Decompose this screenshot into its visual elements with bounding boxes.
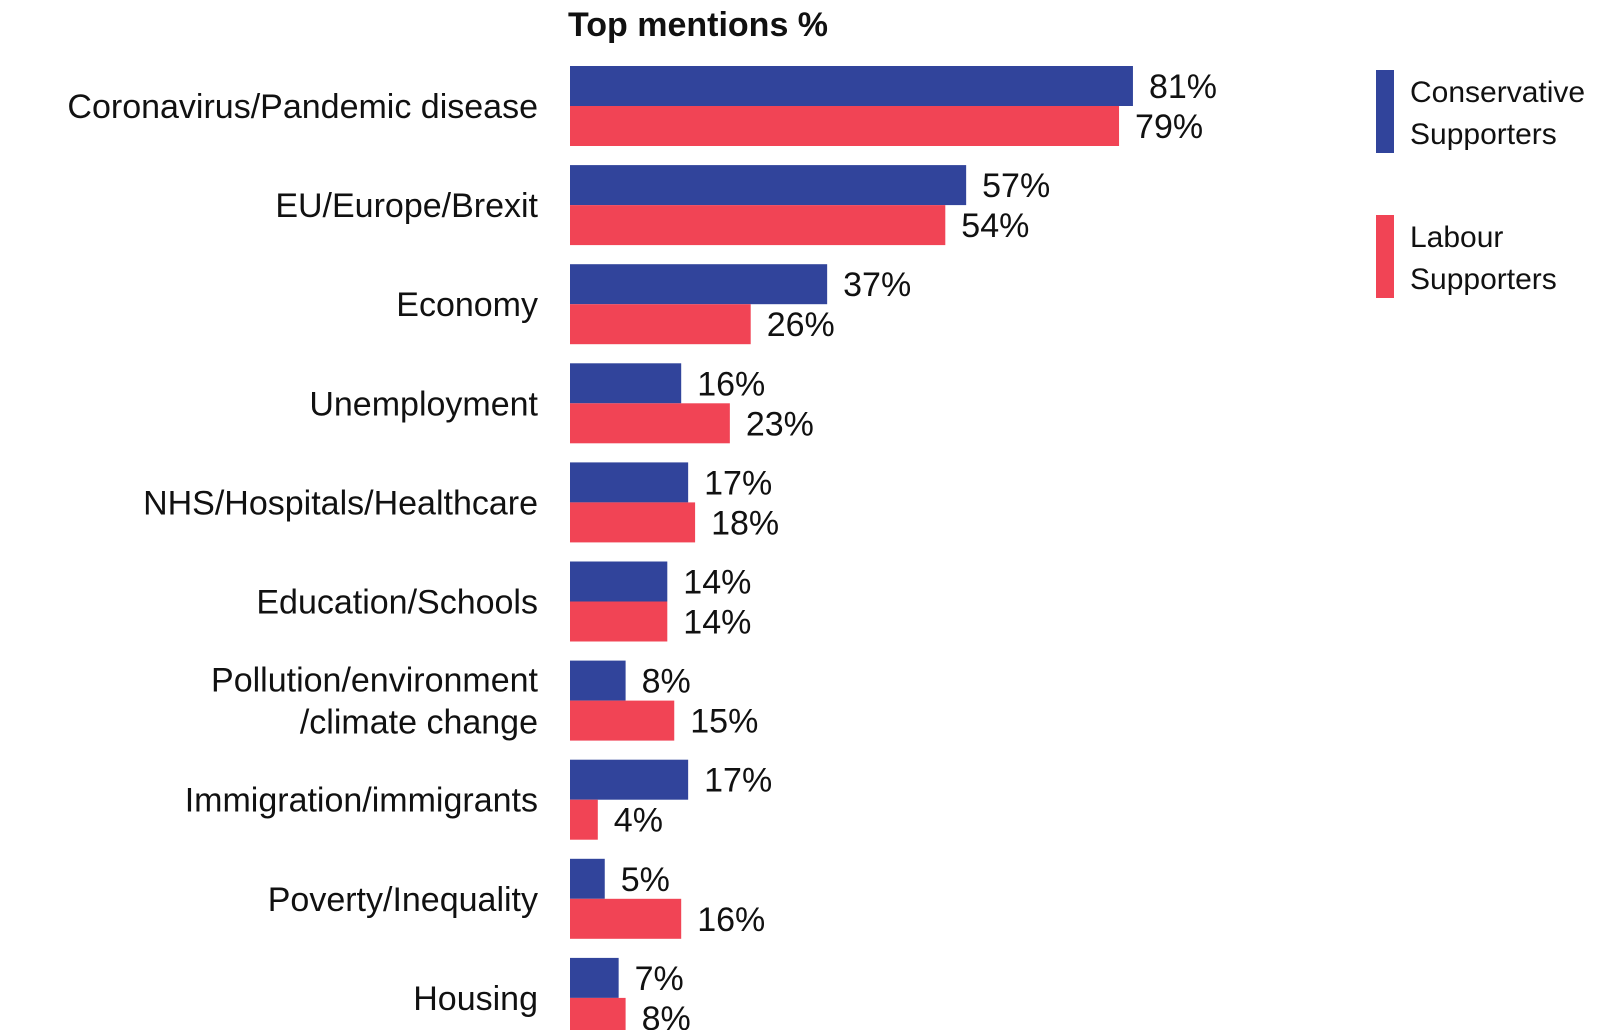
value-label: 16% (697, 365, 765, 403)
value-label: 7% (635, 960, 684, 998)
legend-swatch (1376, 215, 1394, 298)
value-label: 79% (1135, 108, 1203, 146)
legend-label: Supporters (1410, 263, 1557, 296)
bars-layer: Coronavirus/Pandemic disease 81%79% EU/Eur… (67, 66, 1217, 1030)
value-label: 37% (843, 266, 911, 304)
bar-conservative (570, 363, 682, 404)
bar-labour (570, 997, 626, 1030)
value-label: 8% (642, 663, 691, 701)
category-label: Immigration/immigrants (185, 782, 538, 820)
value-label: 16% (697, 901, 765, 939)
bar-labour (570, 403, 730, 444)
bar-conservative (570, 165, 967, 206)
value-label: 17% (704, 464, 772, 502)
value-label: 14% (683, 604, 751, 642)
value-label: 81% (1149, 68, 1217, 106)
bar-conservative (570, 858, 605, 899)
bar-conservative (570, 957, 619, 998)
value-label: 26% (767, 306, 835, 344)
value-label: 5% (621, 861, 670, 899)
category-label: /climate change (300, 704, 538, 742)
bar-labour (570, 898, 682, 939)
value-label: 17% (704, 762, 772, 800)
category-label: Unemployment (309, 385, 538, 423)
legend: Conservative Supporters Labour Supporters (1376, 70, 1585, 298)
legend-swatch (1376, 70, 1394, 153)
category-label: NHS/Hospitals/Healthcare (143, 484, 538, 522)
chart-title: Top mentions % (568, 6, 828, 44)
category-label: Education/Schools (256, 584, 538, 622)
legend-label: Supporters (1410, 118, 1557, 151)
bar-conservative (570, 462, 689, 503)
category-label: EU/Europe/Brexit (275, 187, 538, 225)
legend-label: Conservative (1410, 76, 1585, 109)
category-label: Economy (396, 286, 538, 324)
legend-label: Labour (1410, 221, 1503, 254)
value-label: 54% (961, 207, 1029, 245)
value-label: 8% (642, 1000, 691, 1030)
value-label: 23% (746, 405, 814, 443)
bar-labour (570, 700, 675, 741)
category-label: Housing (413, 980, 538, 1018)
value-label: 14% (683, 564, 751, 602)
value-label: 18% (711, 504, 779, 542)
value-label: 57% (982, 167, 1050, 205)
category-label: Poverty/Inequality (268, 881, 538, 919)
bar-labour (570, 502, 696, 543)
bar-labour (570, 205, 946, 246)
bar-labour (570, 601, 668, 642)
bar-conservative (570, 561, 668, 602)
bar-conservative (570, 660, 626, 701)
bar-labour (570, 304, 751, 345)
bar-labour (570, 799, 598, 840)
value-label: 4% (614, 802, 663, 840)
value-label: 15% (690, 703, 758, 741)
category-label: Coronavirus/Pandemic disease (67, 88, 538, 126)
category-label: Pollution/environment (211, 662, 539, 700)
bar-conservative (570, 66, 1133, 106)
bar-conservative (570, 759, 689, 800)
bar-conservative (570, 264, 828, 305)
bar-labour (570, 106, 1120, 146)
